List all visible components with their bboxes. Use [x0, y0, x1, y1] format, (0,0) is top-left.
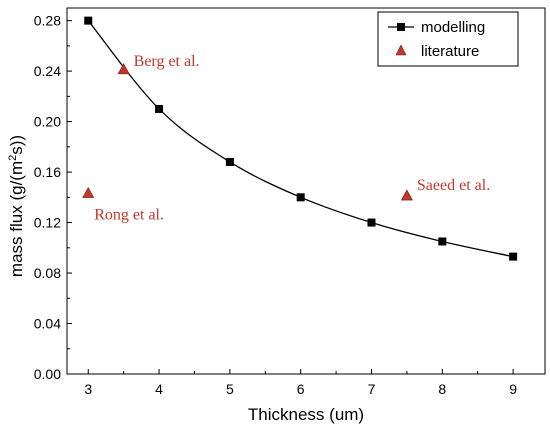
x-tick-label: 8: [438, 381, 446, 397]
y-tick-label: 0.00: [34, 366, 61, 382]
modelling-point: [155, 104, 164, 113]
modelling-point: [438, 237, 447, 246]
legend-literature-label: literature: [421, 43, 479, 60]
legend: modelling literature: [377, 11, 519, 67]
x-axis-title: Thickness (um): [248, 405, 364, 424]
x-tick-label: 5: [226, 381, 234, 397]
modelling-point: [296, 193, 305, 202]
y-axis-title: mass flux (g/(m2s)): [7, 135, 26, 277]
x-tick-label: 4: [155, 381, 163, 397]
y-tick-label: 0.08: [34, 265, 61, 281]
y-tick-label: 0.24: [34, 63, 61, 79]
plot-frame: [66, 7, 546, 375]
literature-label: Saeed et al.: [417, 177, 490, 194]
y-axis-title-sup: 2: [7, 155, 19, 161]
chart-marks: Berg et al. Rong et al. Saeed et al.: [82, 16, 518, 261]
literature-point: [82, 186, 95, 198]
literature-point: [400, 189, 413, 201]
modelling-point: [509, 252, 518, 261]
legend-modelling-marker: [397, 23, 405, 31]
x-tick-label: 3: [84, 381, 92, 397]
literature-label: Rong et al.: [94, 207, 164, 224]
x-tick-label: 7: [368, 381, 376, 397]
y-tick-label: 0.20: [34, 114, 61, 130]
x-tick-label: 9: [509, 381, 517, 397]
y-axis-title-main: mass flux (g/(m: [7, 161, 26, 277]
modelling-point: [225, 157, 234, 166]
y-tick-label: 0.28: [34, 13, 61, 29]
y-tick-label: 0.16: [34, 164, 61, 180]
axis-ticks: 3 4 5 6 7 8 9 0.00 0.04 0.08 0.12 0.16 0.20 0.24 0.28: [34, 13, 517, 397]
literature-label: Berg et al.: [134, 53, 200, 70]
x-tick-label: 6: [297, 381, 305, 397]
modelling-point: [84, 16, 93, 25]
legend-literature-marker: [395, 44, 407, 56]
modelling-point: [367, 218, 376, 227]
y-axis-title-end: s)): [7, 135, 26, 155]
literature-point: [117, 63, 130, 75]
y-tick-label: 0.04: [34, 316, 61, 332]
legend-modelling-label: modelling: [421, 19, 485, 36]
legend-box: [377, 11, 519, 67]
y-tick-label: 0.12: [34, 215, 61, 231]
